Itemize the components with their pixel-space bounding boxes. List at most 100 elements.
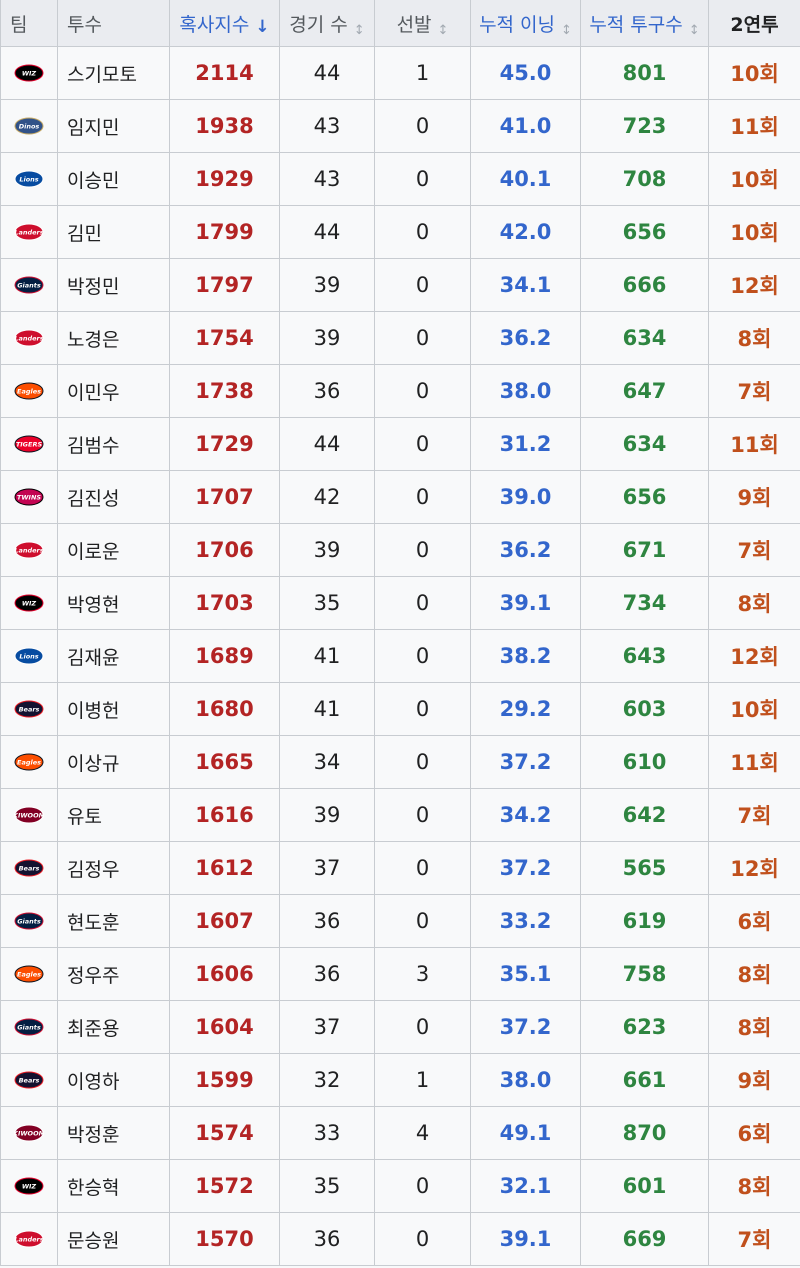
column-header-team[interactable]: 팀 [0,0,58,47]
bears-logo-icon[interactable]: Bears [14,699,44,719]
pitcher-name[interactable]: 이영하 [57,1053,170,1107]
landers-logo-icon[interactable]: Landers [14,328,44,348]
overuse-index: 1929 [169,152,280,206]
svg-text:WIZ: WIZ [22,70,37,78]
column-header-pitcher[interactable]: 투수 [57,0,170,47]
column-header-games[interactable]: 경기 수 ↕ [279,0,375,47]
landers-logo-icon[interactable]: Landers [14,1229,44,1249]
overuse-index: 1616 [169,788,280,842]
table-row: WIZ 박영현 1703 35 0 39.1 734 8회 [0,576,800,630]
bears-logo-icon[interactable]: Bears [14,1070,44,1090]
back-to-back-count: 9회 [708,470,800,524]
back-to-back-count: 11회 [708,735,800,789]
wiz-logo-icon[interactable]: WIZ [14,593,44,613]
sort-desc-icon[interactable]: ↓ [255,16,270,37]
sort-icon[interactable]: ↕ [561,22,572,38]
pitcher-name[interactable]: 스기모토 [57,46,170,100]
back-to-back-count: 8회 [708,576,800,630]
pitch-count: 758 [580,947,709,1001]
svg-text:TWINS: TWINS [17,494,41,502]
pitcher-name[interactable]: 이승민 [57,152,170,206]
kiwoom-logo-icon[interactable]: KIWOOM [14,1123,44,1143]
back-to-back-count: 10회 [708,205,800,259]
table-row: Dinos 임지민 1938 43 0 41.0 723 11회 [0,99,800,153]
giants-logo-icon[interactable]: Giants [14,911,44,931]
innings-total: 37.2 [470,841,581,895]
table-row: Bears 이영하 1599 32 1 38.0 661 9회 [0,1053,800,1107]
table-row: Bears 김정우 1612 37 0 37.2 565 12회 [0,841,800,895]
starts-count: 4 [374,1106,471,1160]
pitcher-name[interactable]: 유토 [57,788,170,842]
svg-text:Eagles: Eagles [17,759,41,767]
pitch-count: 708 [580,152,709,206]
pitch-count: 610 [580,735,709,789]
pitcher-name[interactable]: 현도훈 [57,894,170,948]
pitch-count: 669 [580,1212,709,1266]
back-to-back-count: 6회 [708,1106,800,1160]
pitcher-name[interactable]: 김재윤 [57,629,170,683]
games-count: 33 [279,1106,375,1160]
back-to-back-count: 7회 [708,1212,800,1266]
table-row: Bears 이병헌 1680 41 0 29.2 603 10회 [0,682,800,736]
pitcher-name[interactable]: 이민우 [57,364,170,418]
pitcher-name[interactable]: 이상규 [57,735,170,789]
games-count: 39 [279,523,375,577]
sort-icon[interactable]: ↕ [437,22,449,38]
lions-logo-icon[interactable]: Lions [14,169,44,189]
sort-icon[interactable]: ↕ [688,22,700,38]
pitcher-name[interactable]: 노경은 [57,311,170,365]
pitcher-name[interactable]: 김민 [57,205,170,259]
tigers-logo-icon[interactable]: TIGERS [14,434,44,454]
games-count: 37 [279,1000,375,1054]
lions-logo-icon[interactable]: Lions [14,646,44,666]
bears-logo-icon[interactable]: Bears [14,858,44,878]
column-header-index[interactable]: 혹사지수 ↓ [169,0,280,47]
table-row: TWINS 김진성 1707 42 0 39.0 656 9회 [0,470,800,524]
pitch-count: 647 [580,364,709,418]
back-to-back-count: 7회 [708,364,800,418]
pitcher-name[interactable]: 김범수 [57,417,170,471]
table-row: KIWOOM 박정훈 1574 33 4 49.1 870 6회 [0,1106,800,1160]
pitcher-name[interactable]: 박정훈 [57,1106,170,1160]
pitcher-name[interactable]: 박정민 [57,258,170,312]
pitcher-name[interactable]: 박영현 [57,576,170,630]
team-logo-cell: Landers [0,1212,58,1266]
pitch-count: 603 [580,682,709,736]
innings-total: 29.2 [470,682,581,736]
svg-text:Eagles: Eagles [17,971,41,979]
overuse-index: 1738 [169,364,280,418]
wiz-logo-icon[interactable]: WIZ [14,63,44,83]
pitcher-name[interactable]: 김진성 [57,470,170,524]
landers-logo-icon[interactable]: Landers [14,540,44,560]
games-count: 44 [279,205,375,259]
svg-text:Giants: Giants [17,1024,41,1032]
pitcher-name[interactable]: 정우주 [57,947,170,1001]
giants-logo-icon[interactable]: Giants [14,275,44,295]
giants-logo-icon[interactable]: Giants [14,1017,44,1037]
column-header-back-to-back[interactable]: 2연투 [708,0,800,47]
column-header-innings[interactable]: 누적 이닝 ↕ [470,0,581,47]
eagles-logo-icon[interactable]: Eagles [14,964,44,984]
pitcher-name[interactable]: 한승혁 [57,1159,170,1213]
eagles-logo-icon[interactable]: Eagles [14,381,44,401]
kiwoom-logo-icon[interactable]: KIWOOM [14,805,44,825]
column-header-pitches[interactable]: 누적 투구수 ↕ [580,0,709,47]
svg-text:Landers: Landers [14,547,43,555]
wiz-logo-icon[interactable]: WIZ [14,1176,44,1196]
innings-total: 41.0 [470,99,581,153]
back-to-back-count: 9회 [708,1053,800,1107]
pitcher-name[interactable]: 이로운 [57,523,170,577]
landers-logo-icon[interactable]: Landers [14,222,44,242]
twins-logo-icon[interactable]: TWINS [14,487,44,507]
pitcher-name[interactable]: 이병헌 [57,682,170,736]
pitcher-name[interactable]: 최준용 [57,1000,170,1054]
pitcher-name[interactable]: 김정우 [57,841,170,895]
dinos-logo-icon[interactable]: Dinos [14,116,44,136]
pitcher-name[interactable]: 문승원 [57,1212,170,1266]
eagles-logo-icon[interactable]: Eagles [14,752,44,772]
column-header-starts[interactable]: 선발 ↕ [374,0,471,47]
pitcher-name[interactable]: 임지민 [57,99,170,153]
sort-icon[interactable]: ↕ [353,22,365,38]
starts-count: 0 [374,576,471,630]
